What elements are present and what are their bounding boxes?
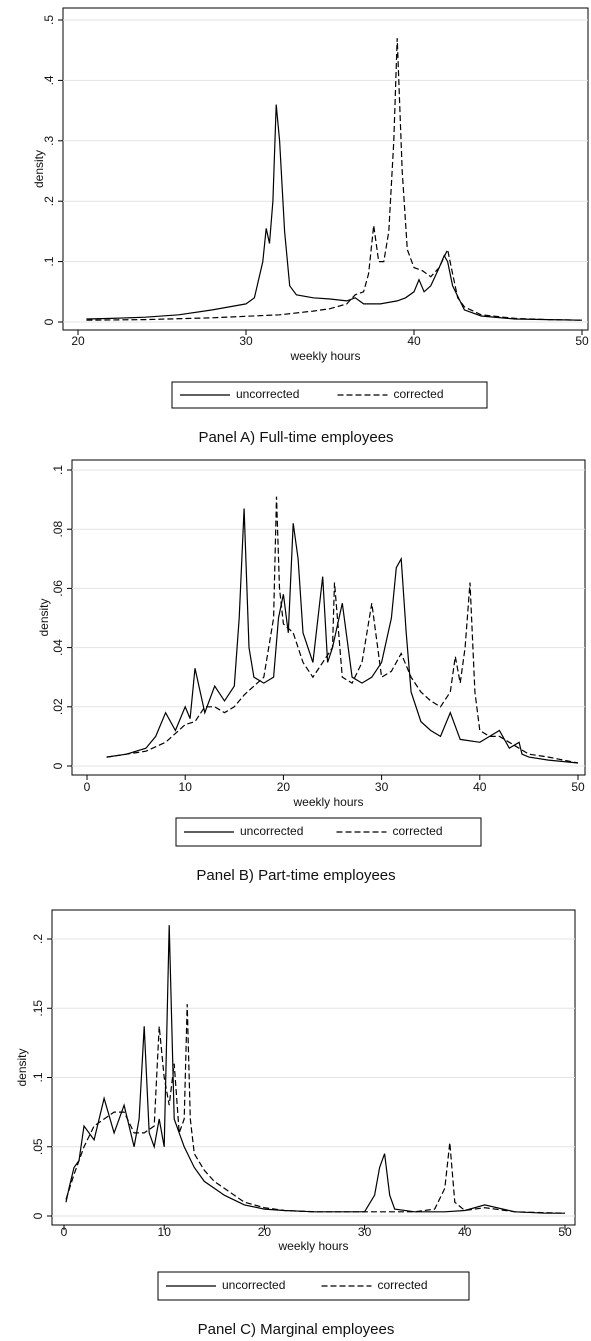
x-tick-label: 20 <box>258 1225 272 1239</box>
y-tick-label: .04 <box>51 639 65 656</box>
x-tick-label: 30 <box>358 1225 372 1239</box>
plot-frame <box>51 909 576 1226</box>
density-line <box>106 508 579 764</box>
density-line <box>86 38 583 321</box>
x-tick-label: 10 <box>179 780 193 794</box>
x-tick-label: 50 <box>575 334 589 348</box>
density-line <box>86 104 583 321</box>
x-tick-label: 40 <box>458 1225 472 1239</box>
panel-caption: Panel C) Marginal employees <box>198 1321 395 1338</box>
legend-label: uncorrected <box>222 1278 285 1292</box>
y-tick-label: .1 <box>31 1072 45 1082</box>
x-tick-label: 40 <box>473 780 487 794</box>
panel-caption: Panel A) Full-time employees <box>198 429 393 446</box>
plot-frame <box>71 459 586 776</box>
y-tick-label: .3 <box>42 135 56 145</box>
y-tick-label: .1 <box>42 256 56 266</box>
legend-label: uncorrected <box>240 824 303 838</box>
legend-label: uncorrected <box>236 387 299 401</box>
x-tick-label: 0 <box>84 780 91 794</box>
y-tick-label: .15 <box>31 1000 45 1017</box>
y-axis-label: density <box>37 598 51 636</box>
y-tick-label: 0 <box>42 318 56 325</box>
y-tick-label: 0 <box>31 1212 45 1219</box>
y-tick-label: .05 <box>31 1138 45 1155</box>
y-tick-label: .06 <box>51 580 65 597</box>
x-tick-label: 40 <box>407 334 421 348</box>
legend-box <box>157 1271 470 1301</box>
y-tick-label: .08 <box>51 521 65 538</box>
y-tick-label: .2 <box>42 196 56 206</box>
x-axis-label: weekly hours <box>292 795 363 809</box>
plot-frame <box>62 7 589 331</box>
x-tick-label: 50 <box>571 780 585 794</box>
y-axis-label: density <box>32 150 46 188</box>
legend-label: corrected <box>393 824 443 838</box>
y-axis-label: density <box>15 1048 29 1086</box>
legend-label: corrected <box>378 1278 428 1292</box>
y-tick-label: .2 <box>31 934 45 944</box>
x-tick-label: 20 <box>277 780 291 794</box>
x-tick-label: 10 <box>158 1225 172 1239</box>
y-tick-label: .1 <box>51 465 65 475</box>
y-tick-label: .02 <box>51 698 65 715</box>
x-tick-label: 20 <box>71 334 85 348</box>
y-tick-label: 0 <box>51 762 65 769</box>
y-tick-label: .4 <box>42 75 56 85</box>
panel-caption: Panel B) Part-time employees <box>196 867 395 884</box>
x-tick-label: 50 <box>558 1225 572 1239</box>
y-tick-label: .5 <box>42 15 56 25</box>
x-tick-label: 30 <box>375 780 389 794</box>
x-axis-label: weekly hours <box>277 1239 348 1253</box>
x-axis-label: weekly hours <box>289 349 360 363</box>
x-tick-label: 30 <box>239 334 253 348</box>
density-line <box>106 496 579 764</box>
density-line <box>65 1004 566 1214</box>
x-tick-label: 0 <box>61 1225 68 1239</box>
density-line <box>65 925 565 1214</box>
legend-label: corrected <box>394 387 444 401</box>
